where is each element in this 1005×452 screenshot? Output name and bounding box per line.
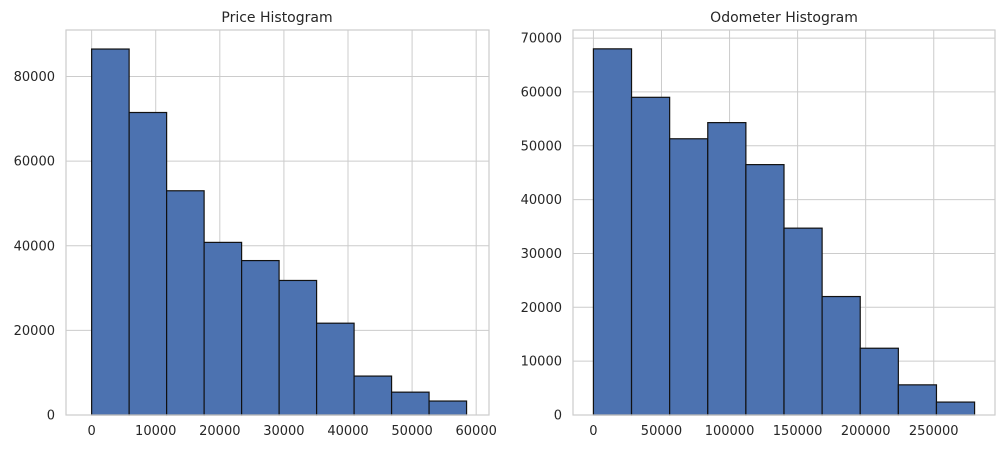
x-tick-label: 150000 [773,424,823,439]
bars [592,48,976,416]
histogram-bar [745,164,785,416]
histogram-bar [203,241,243,416]
histogram-bar [166,190,205,416]
y-tick-label: 0 [47,409,55,424]
y-tick-label: 20000 [521,301,562,316]
y-tick-label: 20000 [14,324,55,339]
histogram-bar [278,279,318,416]
x-tick-label: 0 [589,424,597,439]
y-tick-label: 60000 [14,155,55,170]
x-tick-label: 0 [87,424,95,439]
histogram-bar [241,259,280,416]
y-tick-label: 10000 [521,355,562,370]
histogram-bar [935,401,976,416]
histogram-bar [669,138,709,416]
x-tick-labels: 0 10000 20000 30000 40000 50000 60000 [87,424,496,439]
y-tick-label: 70000 [521,32,562,47]
plot-frame [572,29,996,416]
x-tick-label: 100000 [705,424,755,439]
chart-title: Price Histogram [221,10,332,26]
y-tick-label: 40000 [14,239,55,254]
histogram-bar [315,322,355,416]
y-tick-label: 60000 [521,85,562,100]
histogram-bar [592,48,633,416]
plot-frame [65,29,490,416]
histogram-bar [128,111,168,416]
histogram-bar [428,400,468,416]
histogram-bar [859,347,899,416]
histogram-bar [783,227,823,416]
histogram-bar [353,375,393,416]
x-tick-label: 50000 [391,424,432,439]
x-tick-label: 20000 [199,424,240,439]
y-tick-label: 0 [554,409,562,424]
x-tick-label: 250000 [909,424,959,439]
histogram-bar [897,384,938,416]
bars [91,48,468,416]
x-tick-label: 60000 [456,424,497,439]
y-tick-label: 40000 [521,193,562,208]
y-tick-label: 80000 [14,70,55,85]
histogram-bar [707,122,747,416]
chart-title: Odometer Histogram [710,10,858,26]
y-tick-labels: 0 20000 40000 60000 80000 [14,70,55,423]
histogram-bar [821,295,861,416]
odometer-histogram-panel: Odometer Histogram 0 50000 100000 150000 200… [521,10,996,439]
x-tick-label: 50000 [641,424,682,439]
price-histogram-panel: Price Histogram 0 10000 20000 30000 40000 500… [14,10,497,439]
x-tick-label: 40000 [327,424,368,439]
y-tick-label: 30000 [521,247,562,262]
y-tick-label: 50000 [521,139,562,154]
x-tick-label: 200000 [841,424,891,439]
histogram-bar [390,391,430,416]
histogram-bar [91,48,130,416]
x-tick-label: 30000 [263,424,304,439]
x-tick-label: 10000 [135,424,176,439]
y-tick-labels: 0 10000 20000 30000 40000 50000 60000 70000 [521,32,562,424]
histogram-bar [630,96,671,416]
x-tick-labels: 0 50000 100000 150000 200000 250000 [589,424,958,439]
